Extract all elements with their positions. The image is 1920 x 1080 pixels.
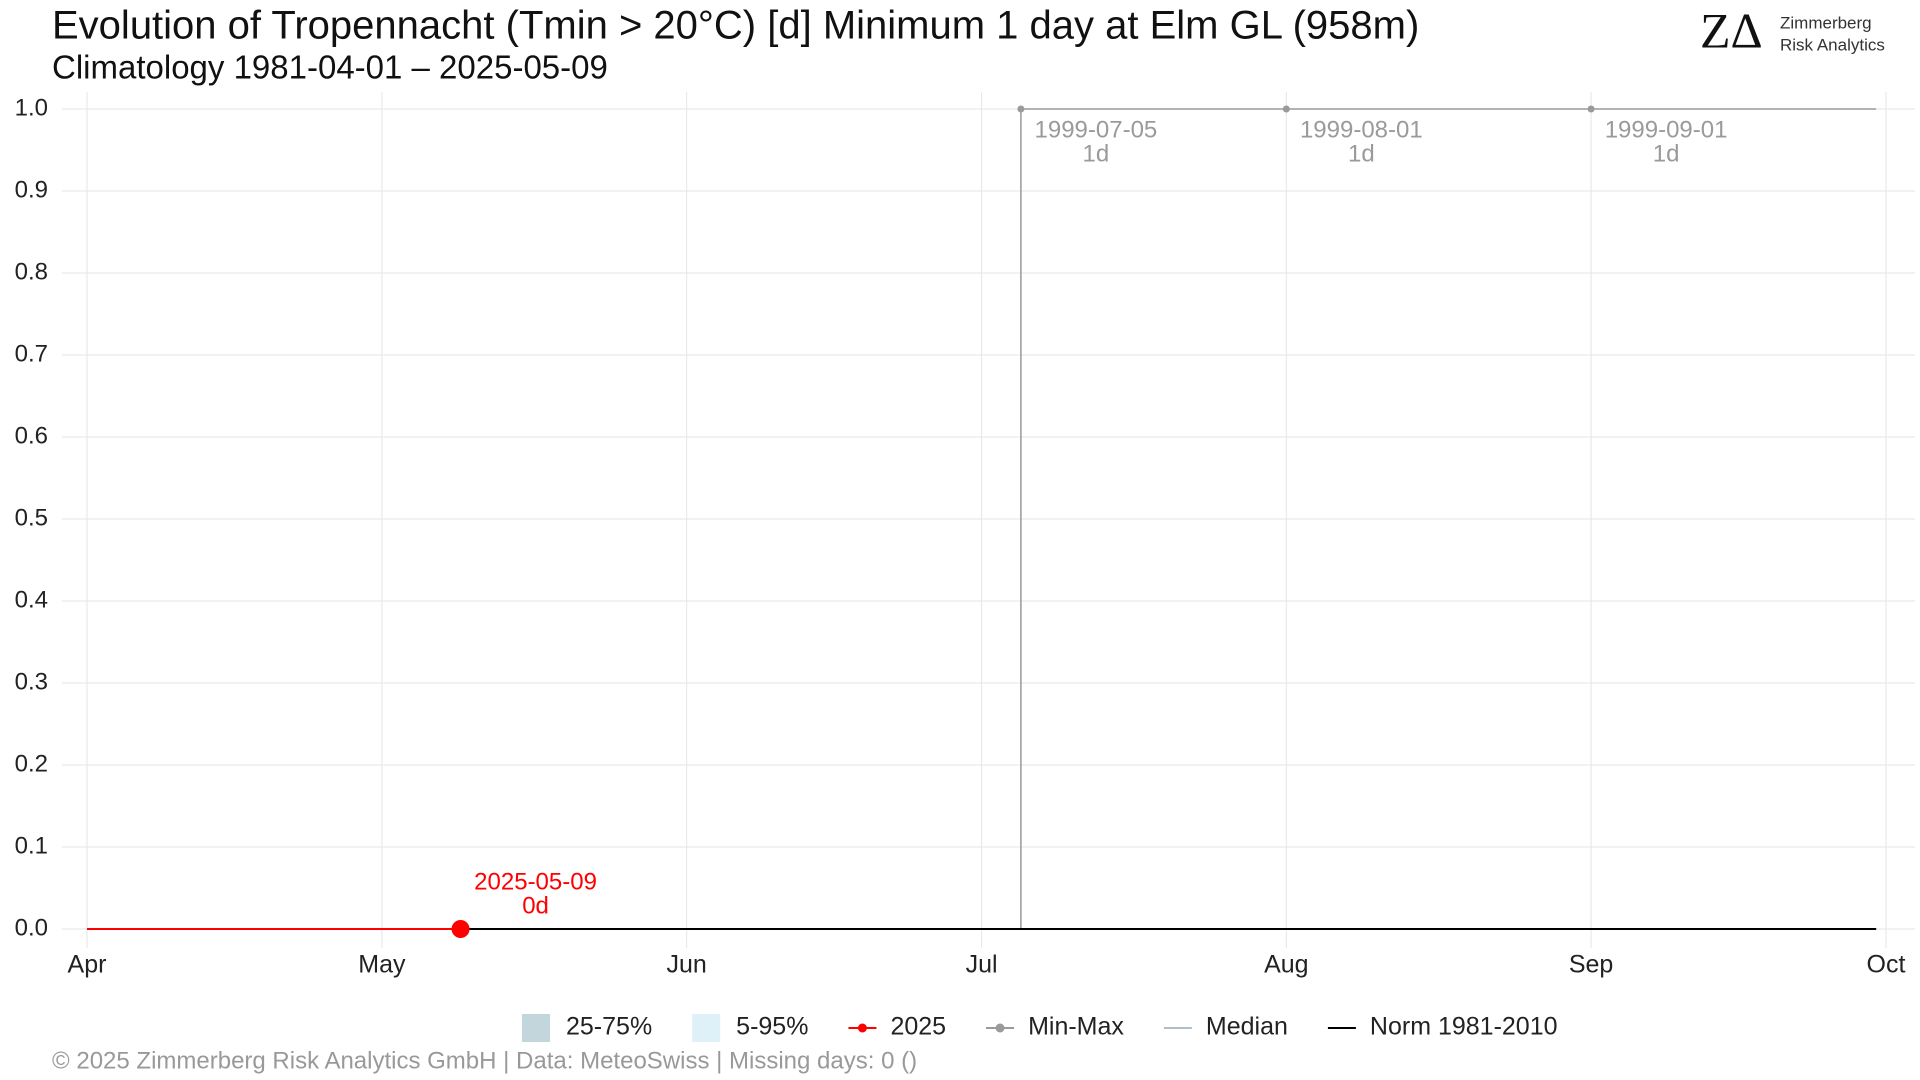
legend-swatch: [857, 1023, 867, 1033]
y-tick-label: 0.8: [15, 258, 48, 285]
x-tick-label: Apr: [68, 951, 107, 979]
annotation-value: 1d: [1083, 140, 1110, 167]
annotation-point: [1587, 105, 1595, 113]
legend-label: Median: [1206, 1013, 1288, 1041]
legend-label: Min-Max: [1028, 1013, 1124, 1041]
annotation-value: 1d: [1348, 140, 1375, 167]
annotation-point: [1282, 105, 1290, 113]
annotation-label: 2025-05-09: [474, 868, 597, 895]
legend-swatch: [995, 1023, 1005, 1033]
x-tick-label: Jul: [966, 951, 998, 979]
annotation-label: 1999-08-01: [1300, 116, 1423, 143]
x-tick-label: Oct: [1867, 951, 1906, 979]
y-tick-label: 0.5: [15, 504, 48, 531]
y-tick-label: 1.0: [15, 94, 48, 121]
annotation-label: 1999-09-01: [1605, 116, 1728, 143]
legend-label: 25-75%: [566, 1013, 652, 1041]
logo-mark: ZΔ: [1700, 2, 1763, 58]
x-tick-label: Sep: [1569, 951, 1613, 979]
legend-label: 2025: [890, 1013, 946, 1041]
annotation-label: 1999-07-05: [1035, 116, 1158, 143]
legend-swatch: [692, 1014, 721, 1042]
y-tick-label: 0.7: [15, 340, 48, 367]
y-tick-label: 0.9: [15, 176, 48, 203]
x-tick-label: Aug: [1264, 951, 1308, 979]
y-tick-label: 0.4: [15, 586, 48, 613]
y-tick-label: 0.1: [15, 832, 48, 859]
y-tick-label: 0.6: [15, 422, 48, 449]
annotation-point: [1017, 105, 1025, 113]
annotation-value: 1d: [1653, 140, 1680, 167]
y-tick-label: 0.3: [15, 668, 48, 695]
chart-subtitle: Climatology 1981-04-01 – 2025-05-09: [52, 49, 608, 86]
logo-line2: Risk Analytics: [1780, 35, 1885, 54]
annotation-point: [451, 920, 470, 938]
x-tick-label: May: [358, 951, 406, 979]
y-tick-label: 0.2: [15, 750, 48, 777]
x-tick-label: Jun: [667, 951, 707, 979]
legend-label: Norm 1981-2010: [1370, 1013, 1558, 1041]
annotation-value: 0d: [522, 892, 549, 919]
y-tick-label: 0.0: [15, 914, 48, 941]
caption: © 2025 Zimmerberg Risk Analytics GmbH | …: [52, 1047, 917, 1074]
legend-swatch: [522, 1014, 550, 1042]
legend-label: 5-95%: [736, 1013, 808, 1041]
logo-line1: Zimmerberg: [1780, 13, 1872, 32]
chart-title: Evolution of Tropennacht (Tmin > 20°C) […: [52, 4, 1419, 48]
